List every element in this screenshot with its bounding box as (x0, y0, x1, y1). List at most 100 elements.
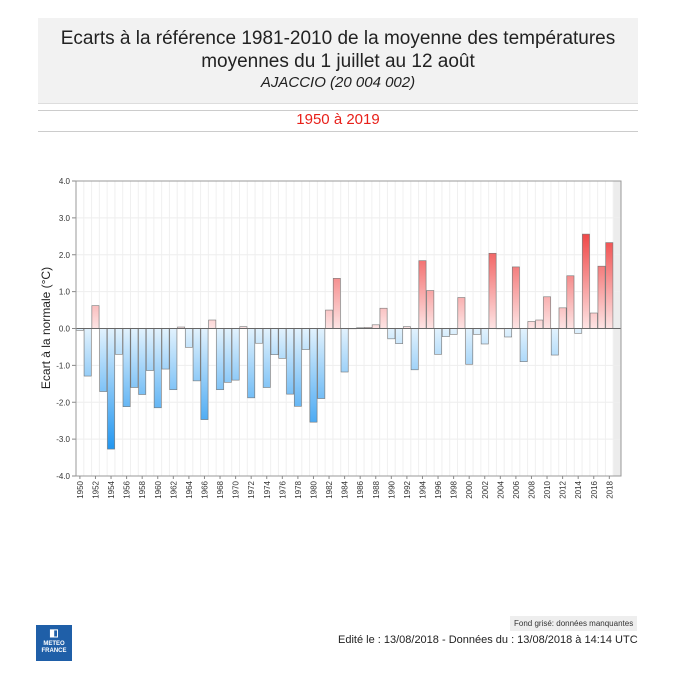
x-tick-label: 1986 (356, 480, 365, 498)
bar-1979 (301, 328, 310, 350)
x-tick-label: 1996 (434, 480, 443, 498)
bar-2003 (488, 252, 497, 329)
x-tick-label: 1960 (154, 480, 163, 498)
x-tick-label: 1950 (76, 480, 85, 498)
bar-1980 (309, 328, 318, 423)
bar-1982 (325, 309, 333, 329)
chart-header: Ecarts à la référence 1981-2010 de la mo… (38, 18, 638, 104)
bar-1961 (161, 328, 170, 370)
x-tick-label: 2012 (559, 480, 568, 498)
bar-2011 (550, 328, 559, 356)
bar-2007 (519, 328, 528, 362)
bar-1991 (395, 328, 403, 344)
bar-1988 (371, 324, 380, 329)
bar-2015 (582, 233, 590, 329)
logo-icon: ◧ (49, 628, 59, 639)
x-tick-label: 1984 (341, 480, 350, 498)
bar-2002 (480, 328, 489, 345)
x-tick-label: 1980 (309, 480, 318, 498)
meteo-france-logo: ◧ METEO FRANCE (36, 625, 72, 661)
bar-2008 (527, 321, 536, 329)
x-tick-label: 1952 (91, 480, 100, 498)
x-tick-label: 2010 (543, 480, 552, 498)
bar-1997 (441, 328, 450, 337)
bar-2014 (574, 328, 583, 334)
x-tick-label: 1956 (123, 480, 132, 498)
y-tick-label: -2.0 (56, 398, 70, 407)
x-tick-label: 1978 (294, 480, 303, 498)
bar-1974 (262, 328, 271, 388)
x-tick-label: 1962 (169, 480, 178, 498)
bar-2009 (535, 319, 544, 329)
divider (38, 131, 638, 132)
bar-1975 (270, 328, 279, 355)
x-tick-label: 1976 (278, 480, 287, 498)
bar-2018 (605, 242, 614, 329)
bar-1994 (418, 260, 427, 329)
bar-1960 (153, 328, 162, 409)
x-tick-label: 2018 (605, 480, 614, 498)
bar-2006 (511, 266, 520, 329)
bar-1959 (146, 328, 154, 371)
bar-1981 (317, 328, 326, 399)
y-tick-label: 0.0 (59, 325, 71, 334)
bar-1953 (99, 328, 108, 392)
bar-1967 (208, 319, 217, 329)
bar-1969 (223, 328, 232, 383)
bar-2017 (597, 265, 606, 329)
x-tick-label: 2016 (590, 480, 599, 498)
y-tick-label: 3.0 (59, 214, 71, 223)
bar-1999 (457, 297, 466, 329)
bar-1990 (387, 328, 396, 340)
bar-1978 (293, 328, 302, 407)
bar-1954 (107, 328, 115, 450)
x-tick-label: 1954 (107, 480, 116, 498)
title-line-2: moyennes du 1 juillet au 12 août (201, 51, 475, 72)
x-tick-label: 1966 (200, 480, 209, 498)
y-tick-label: -3.0 (56, 435, 70, 444)
missing-data-note: Fond grisé: données manquantes (510, 616, 638, 631)
bar-chart: 4.0 3.0 2.0 1.0 0.0 -1.0 -2.0 -3.0 -4.0 1950 1952 1… (39, 177, 622, 499)
bar-1962 (169, 328, 178, 391)
bar-2001 (473, 328, 481, 335)
bar-1958 (138, 328, 147, 395)
x-tick-label: 1972 (247, 480, 256, 498)
bar-2012 (558, 307, 567, 329)
bar-1996 (434, 328, 442, 355)
y-tick-label: -1.0 (56, 361, 70, 370)
bar-1989 (379, 307, 388, 329)
y-tick-label: 1.0 (59, 288, 71, 297)
x-tick-label: 2002 (481, 480, 490, 498)
x-tick-label: 1968 (216, 480, 225, 498)
bar-1952 (91, 305, 100, 329)
title-line-1: Ecarts à la référence 1981-2010 de la mo… (60, 28, 616, 49)
bar-1964 (185, 328, 193, 348)
bar-1993 (410, 328, 419, 371)
bar-1984 (340, 328, 349, 373)
bar-1955 (114, 328, 123, 355)
bar-1995 (426, 290, 435, 329)
bar-1983 (332, 278, 341, 329)
x-tick-label: 2004 (496, 480, 505, 498)
x-tick-label: 1990 (387, 480, 396, 498)
bar-1972 (247, 328, 256, 399)
x-tick-label: 2000 (465, 480, 474, 498)
x-tick-label: 2008 (527, 480, 536, 498)
x-tick-label: 1998 (450, 480, 459, 498)
station-name: AJACCIO (20 004 002) (260, 74, 416, 91)
x-tick-label: 2014 (574, 480, 583, 498)
bar-2013 (566, 275, 575, 329)
y-tick-label: 2.0 (59, 251, 71, 260)
edit-info: Edité le : 13/08/2018 - Données du : 13/… (338, 634, 638, 646)
bar-1976 (278, 328, 287, 359)
x-tick-label: 2006 (512, 480, 521, 498)
bar-1951 (83, 328, 92, 377)
bar-1965 (192, 328, 201, 382)
bar-1998 (449, 328, 458, 335)
x-tick-label: 1958 (138, 480, 147, 498)
y-tick-label: -4.0 (56, 472, 70, 481)
bar-1966 (200, 328, 209, 420)
y-axis-label: Ecart à la normale (°C) (39, 267, 53, 389)
bar-1957 (130, 328, 139, 388)
bar-1956 (122, 328, 131, 407)
